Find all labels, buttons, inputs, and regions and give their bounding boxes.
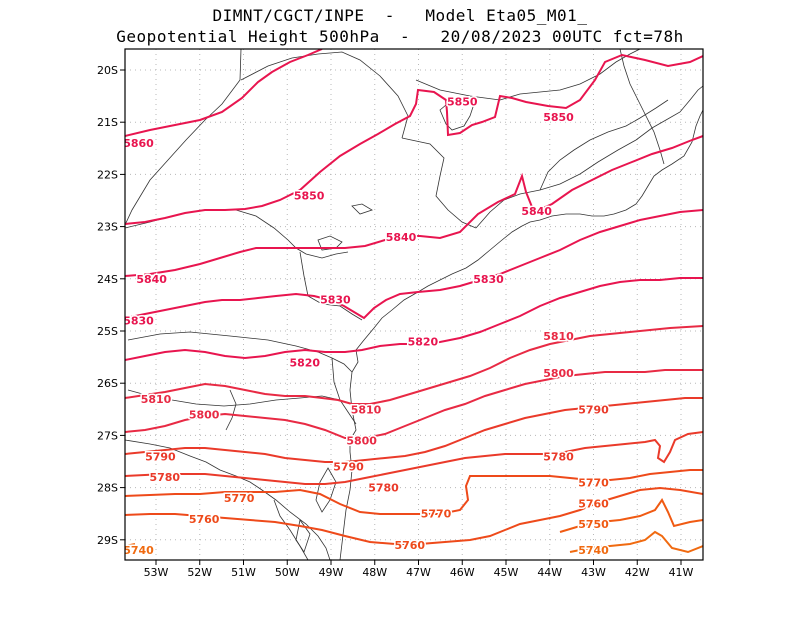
contour-label-5810: 5810 xyxy=(543,330,574,343)
contour-5830 xyxy=(125,209,703,320)
state-border xyxy=(299,251,363,321)
coastline xyxy=(339,109,703,560)
contour-label-5740: 5740 xyxy=(123,544,154,557)
contour-label-5820: 5820 xyxy=(408,335,439,348)
contour-label-5810: 5810 xyxy=(351,403,382,416)
grid-lines xyxy=(125,49,703,560)
contour-5790 xyxy=(125,397,703,463)
contour-5850 xyxy=(125,53,703,225)
lat-tick-label: 20S xyxy=(97,64,118,77)
contour-label-5820: 5820 xyxy=(289,356,320,369)
contour-5800 xyxy=(125,369,703,439)
contour-label-5760: 5760 xyxy=(578,497,609,510)
state-border xyxy=(401,137,477,229)
contour-label-5840: 5840 xyxy=(521,205,552,218)
contour-5860 xyxy=(125,49,323,137)
contour-label-5790: 5790 xyxy=(333,461,364,474)
lon-tick-label: 49W xyxy=(319,566,344,579)
contour-label-5850: 5850 xyxy=(294,189,325,202)
map-title-line-1: DIMNT/CGCT/INPE - Model Eta05_M01_ xyxy=(212,6,588,25)
lat-tick-label: 27S xyxy=(97,429,118,442)
lat-tick-label: 26S xyxy=(97,377,118,390)
state-border xyxy=(125,49,242,226)
state-border xyxy=(475,85,703,229)
contour-5780 xyxy=(125,431,703,485)
lon-tick-label: 44W xyxy=(537,566,562,579)
state-border xyxy=(415,49,641,101)
geography-layer xyxy=(125,49,703,560)
contour-label-5770: 5770 xyxy=(578,476,609,489)
lat-tick-label: 21S xyxy=(97,116,118,129)
lon-tick-label: 43W xyxy=(581,566,606,579)
lon-tick-label: 46W xyxy=(450,566,475,579)
contour-5750 xyxy=(559,498,703,533)
state-border xyxy=(539,99,669,191)
lon-tick-label: 42W xyxy=(625,566,650,579)
lon-tick-label: 48W xyxy=(362,566,387,579)
lon-tick-label: 52W xyxy=(187,566,212,579)
contour-labels: 5860 5850 5850 5850 5840 5840 5840 5830 5830 5830… xyxy=(123,94,611,559)
lon-tick-label: 47W xyxy=(406,566,431,579)
contour-label-5780: 5780 xyxy=(149,471,180,484)
map-title-line-2: Geopotential Height 500hPa - 20/08/2023 … xyxy=(116,27,684,46)
contour-label-5830: 5830 xyxy=(473,273,504,286)
contour-label-5790: 5790 xyxy=(145,450,176,463)
lat-tick-label: 24S xyxy=(97,273,118,286)
contour-label-5790: 5790 xyxy=(578,403,609,416)
contour-lines xyxy=(125,49,703,554)
contour-label-5740: 5740 xyxy=(578,544,609,557)
plot-frame xyxy=(124,48,704,561)
contour-label-5850: 5850 xyxy=(543,111,574,124)
contour-label-5750: 5750 xyxy=(578,518,609,531)
contour-label-5810: 5810 xyxy=(141,393,172,406)
contour-label-5780: 5780 xyxy=(368,482,399,495)
lagoon xyxy=(315,467,337,513)
lat-tick-label: 23S xyxy=(97,221,118,234)
lon-tick-label: 53W xyxy=(144,566,169,579)
contour-label-5800: 5800 xyxy=(189,409,220,422)
state-border xyxy=(127,331,353,373)
contour-5770 xyxy=(125,469,703,515)
contour-5810 xyxy=(125,325,703,405)
contour-label-5840: 5840 xyxy=(136,273,167,286)
reservoir xyxy=(351,203,373,215)
lat-tick-label: 22S xyxy=(97,168,118,181)
axis-ticks xyxy=(120,69,682,565)
state-border xyxy=(240,51,409,139)
contour-label-5760: 5760 xyxy=(394,539,425,552)
contour-label-5800: 5800 xyxy=(543,367,574,380)
lon-tick-label: 45W xyxy=(494,566,519,579)
country-border xyxy=(125,439,331,560)
lagoon xyxy=(295,519,311,553)
lon-tick-label: 50W xyxy=(275,566,300,579)
contour-5760 xyxy=(125,486,703,545)
contour-label-5780: 5780 xyxy=(543,450,574,463)
contour-label-5850: 5850 xyxy=(447,95,478,108)
contour-label-5760: 5760 xyxy=(189,513,220,526)
contour-label-5830: 5830 xyxy=(123,315,154,328)
country-border xyxy=(225,389,237,431)
contour-5820 xyxy=(125,277,703,361)
state-border xyxy=(125,209,349,259)
lat-tick-label: 29S xyxy=(97,534,118,547)
lat-tick-label: 25S xyxy=(97,325,118,338)
lon-tick-label: 51W xyxy=(231,566,256,579)
lon-tick-label: 41W xyxy=(669,566,694,579)
contour-label-5800: 5800 xyxy=(346,435,377,448)
axis-tick-labels: 53W 52W 51W 50W 49W 48W 47W 46W 45W 44W 43W 42W 41W 2… xyxy=(97,64,694,579)
contour-label-5840: 5840 xyxy=(386,231,417,244)
contour-label-5830: 5830 xyxy=(320,294,351,307)
contour-label-5770: 5770 xyxy=(224,492,255,505)
state-border xyxy=(619,49,665,165)
contour-5740 xyxy=(125,530,703,554)
contour-label-5860: 5860 xyxy=(123,137,154,150)
contour-label-5770: 5770 xyxy=(421,508,452,521)
lat-tick-label: 28S xyxy=(97,482,118,495)
contour-5840 xyxy=(125,135,703,277)
